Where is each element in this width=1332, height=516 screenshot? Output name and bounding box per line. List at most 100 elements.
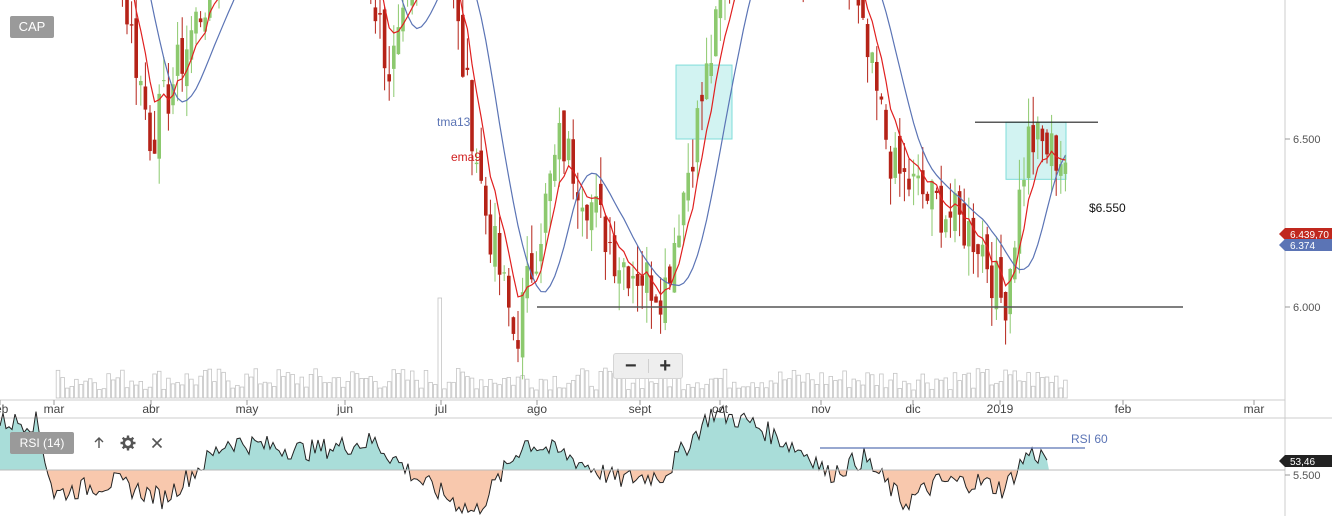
- candle-body: [516, 340, 520, 349]
- rsi-badge[interactable]: RSI (14): [10, 432, 74, 454]
- volume-bar: [994, 382, 999, 399]
- volume-bar: [239, 386, 245, 399]
- volume-bar: [548, 389, 553, 399]
- candle-body: [373, 7, 378, 22]
- volume-bar: [630, 382, 636, 399]
- candle-body: [456, 0, 460, 22]
- volume-bar: [313, 368, 318, 399]
- volume-bar: [101, 388, 107, 399]
- x-tick-label: jun: [336, 402, 353, 416]
- volume-bar: [626, 389, 631, 399]
- zoom-out-button[interactable]: −: [624, 355, 637, 377]
- volume-bar: [635, 376, 640, 399]
- volume-bar: [207, 368, 212, 399]
- arrow-up-icon[interactable]: [88, 432, 110, 454]
- candle-body: [879, 96, 884, 100]
- volume-bar: [396, 373, 401, 399]
- volume-bar: [888, 379, 893, 399]
- volume-bar: [511, 384, 516, 399]
- volume-bar: [893, 372, 898, 399]
- candle-body: [1045, 132, 1049, 155]
- volume-bar: [801, 381, 806, 399]
- volume-bar: [902, 380, 907, 399]
- volume-bar: [193, 384, 199, 399]
- x-tick-label: nov: [811, 402, 830, 416]
- candle-body: [875, 61, 879, 91]
- rsi-line: [0, 404, 1048, 516]
- volume-bar: [575, 374, 580, 399]
- volume-bar: [791, 370, 797, 399]
- rsi-fill-low: [0, 470, 1049, 514]
- candle-body: [953, 193, 957, 232]
- volume-bar: [414, 379, 419, 399]
- candle-body: [916, 175, 920, 179]
- candle-body: [856, 0, 861, 6]
- volume-bar: [1012, 370, 1017, 399]
- candle-body: [962, 203, 966, 246]
- candle-body: [194, 11, 198, 34]
- gear-icon[interactable]: [117, 432, 139, 454]
- volume-bar: [179, 384, 185, 399]
- candle-body: [553, 154, 557, 181]
- close-icon[interactable]: [146, 432, 168, 454]
- volume-bar: [975, 368, 981, 399]
- volume-bar: [267, 382, 272, 399]
- tma13-line: [150, 0, 1066, 293]
- y-tick-label: 5.500: [1293, 470, 1321, 482]
- volume-bar: [488, 378, 493, 399]
- volume-bar: [534, 389, 539, 399]
- candle-body: [870, 52, 874, 64]
- volume-bar: [400, 369, 406, 399]
- candle-body: [493, 226, 497, 267]
- candle-body: [157, 93, 161, 159]
- zoom-in-button[interactable]: +: [659, 355, 672, 377]
- volume-bar: [202, 370, 208, 399]
- candle-body: [484, 185, 488, 216]
- candle-body: [557, 122, 562, 160]
- x-tick-label: feb: [1115, 402, 1132, 416]
- volume-bar: [281, 375, 286, 399]
- volume-bar: [299, 376, 304, 399]
- volume-bar: [152, 373, 157, 399]
- volume-bar: [515, 376, 521, 399]
- candle-body: [392, 45, 396, 69]
- candle-body: [534, 271, 539, 274]
- volume-bar: [235, 384, 240, 399]
- candle-body: [589, 202, 594, 231]
- volume-bar: [83, 380, 88, 399]
- candle-body: [1054, 135, 1058, 171]
- rsi-fill-high: [0, 418, 1049, 470]
- volume-bar: [787, 378, 792, 399]
- candle-body: [976, 244, 980, 255]
- candle-body: [511, 317, 516, 334]
- volume-bar: [317, 376, 323, 399]
- volume-bar: [759, 382, 764, 399]
- candle-body: [594, 196, 598, 213]
- volume-bar: [258, 383, 263, 399]
- volume-bar: [354, 373, 360, 399]
- candle-body: [203, 17, 207, 32]
- candle-body: [971, 217, 976, 253]
- volume-bar: [184, 373, 189, 399]
- ticker-badge[interactable]: CAP: [10, 16, 54, 38]
- volume-bar: [920, 373, 925, 399]
- candle-body: [1003, 291, 1008, 321]
- volume-bar: [432, 384, 438, 399]
- volume-bar: [336, 377, 341, 399]
- volume-bar: [718, 377, 723, 399]
- x-tick-label: 2019: [987, 402, 1014, 416]
- volume-bar: [962, 374, 967, 399]
- x-tick-label: may: [236, 402, 259, 416]
- volume-bar: [409, 370, 415, 399]
- candle-body: [861, 0, 865, 18]
- candle-body: [617, 270, 621, 284]
- resistance-label: $6.550: [1089, 201, 1126, 215]
- volume-bar: [419, 387, 424, 399]
- candle-body: [1059, 164, 1063, 176]
- volume-bar: [805, 373, 810, 399]
- volume-bar: [704, 383, 709, 399]
- volume-bar: [1003, 369, 1008, 399]
- candle-body: [143, 86, 148, 110]
